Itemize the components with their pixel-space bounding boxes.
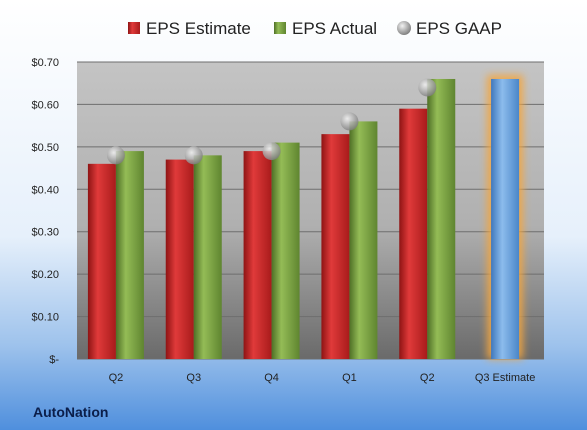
x-tick-label: Q2	[420, 372, 435, 384]
y-tick-label: $0.50	[31, 142, 59, 154]
x-tick-label: Q3	[186, 372, 201, 384]
bar-eps-estimate	[399, 108, 428, 360]
y-tick-label: $0.10	[31, 312, 59, 324]
bar-eps-actual	[271, 142, 300, 359]
legend-label-gaap: EPS GAAP	[416, 19, 502, 38]
bar-eps-estimate	[87, 163, 116, 359]
x-axis-ticks: Q2 Q3 Q4 Q1 Q2 Q3 Estimate	[109, 372, 536, 384]
bar-eps-actual	[349, 121, 378, 360]
gaap-markers	[106, 78, 437, 165]
y-tick-label: $0.20	[31, 269, 59, 281]
x-tick-label: Q3 Estimate	[475, 372, 536, 384]
bar-eps-estimate	[165, 159, 194, 359]
gaap-marker	[106, 146, 125, 165]
x-tick-label: Q2	[109, 372, 124, 384]
plot-area	[77, 62, 544, 359]
y-tick-label: $0.60	[31, 99, 59, 111]
y-tick-label: $0.40	[31, 184, 59, 196]
bar-eps-actual	[427, 78, 456, 359]
bar-eps-actual	[115, 151, 144, 359]
legend-swatch-actual	[274, 22, 286, 34]
legend-label-estimate: EPS Estimate	[146, 19, 251, 38]
gaap-marker	[340, 112, 359, 131]
bars	[87, 74, 524, 360]
legend-marker-gaap	[397, 21, 411, 35]
gridlines	[77, 61, 544, 360]
legend: EPS Estimate EPS Actual EPS GAAP	[128, 19, 502, 38]
company-name: AutoNation	[33, 404, 108, 420]
x-tick-label: Q4	[264, 372, 279, 384]
bar-eps-estimate	[243, 151, 272, 359]
legend-label-actual: EPS Actual	[292, 19, 377, 38]
gaap-marker	[262, 142, 281, 161]
x-tick-label: Q1	[342, 372, 357, 384]
legend-swatch-estimate	[128, 22, 140, 34]
y-tick-label: $0.70	[31, 57, 59, 69]
y-tick-label: $0.30	[31, 227, 59, 239]
bar-eps-actual	[193, 155, 222, 359]
y-axis-ticks: $- $0.10 $0.20 $0.30 $0.40 $0.50 $0.60 $0.70	[31, 57, 59, 366]
gaap-marker	[418, 78, 437, 97]
bar-eps-projected	[491, 78, 520, 359]
y-tick-label: $-	[49, 354, 59, 366]
bar-eps-estimate	[321, 134, 350, 359]
gaap-marker	[184, 146, 203, 165]
